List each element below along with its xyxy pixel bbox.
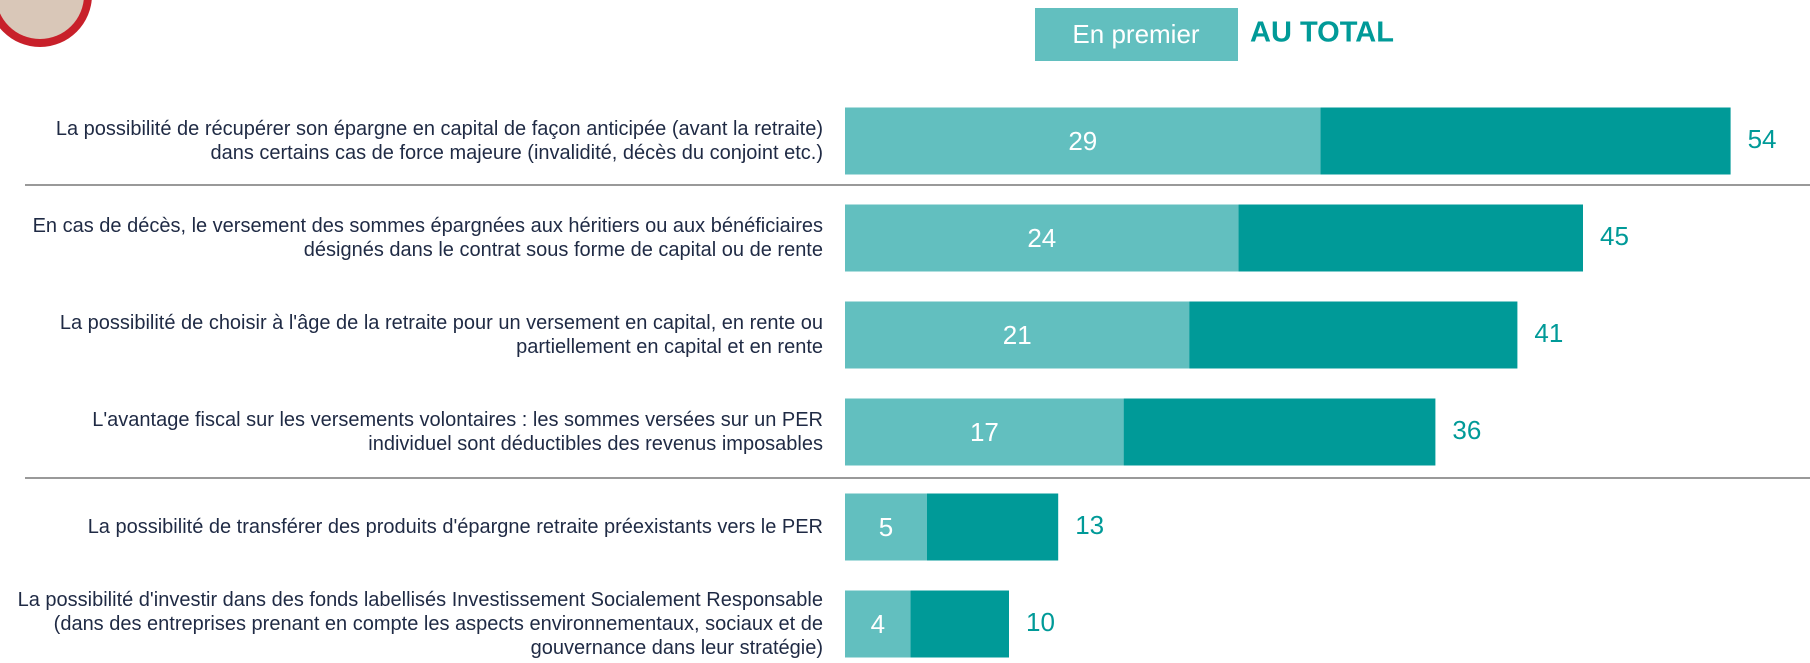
category-label: La possibilité de transférer des produit…	[8, 482, 823, 572]
category-text: L'avantage fiscal sur les versements vol…	[8, 408, 823, 456]
value-label-total: 13	[1075, 510, 1104, 540]
category-text: La possibilité de transférer des produit…	[88, 515, 823, 539]
chart: En premier AU TOTAL 29 54 24 45 21 41 17 36 5 13 4 10…	[0, 0, 1810, 663]
legend-label: En premier	[1072, 19, 1199, 49]
value-label-first: 24	[1027, 223, 1056, 253]
value-label-total: 45	[1600, 221, 1629, 251]
category-text: La possibilité de récupérer son épargne …	[8, 117, 823, 165]
value-label-first: 5	[879, 512, 893, 542]
value-label-first: 21	[1003, 320, 1032, 350]
legend-label: AU TOTAL	[1250, 17, 1394, 49]
value-label-first: 17	[970, 417, 999, 447]
category-label: La possibilité de choisir à l'âge de la …	[8, 290, 823, 380]
category-label: La possibilité d'investir dans des fonds…	[8, 579, 823, 663]
category-label: En cas de décès, le versement des sommes…	[8, 193, 823, 283]
category-text: La possibilité de choisir à l'âge de la …	[8, 311, 823, 359]
value-label-total: 41	[1534, 318, 1563, 348]
category-text: La possibilité d'investir dans des fonds…	[8, 588, 823, 660]
value-label-total: 36	[1452, 415, 1481, 445]
category-label: L'avantage fiscal sur les versements vol…	[8, 387, 823, 477]
category-label: La possibilité de récupérer son épargne …	[8, 96, 823, 186]
value-label-first: 29	[1068, 126, 1097, 156]
value-label-first: 4	[871, 609, 885, 639]
value-label-total: 10	[1026, 607, 1055, 637]
value-label-total: 54	[1748, 124, 1777, 154]
category-text: En cas de décès, le versement des sommes…	[8, 214, 823, 262]
